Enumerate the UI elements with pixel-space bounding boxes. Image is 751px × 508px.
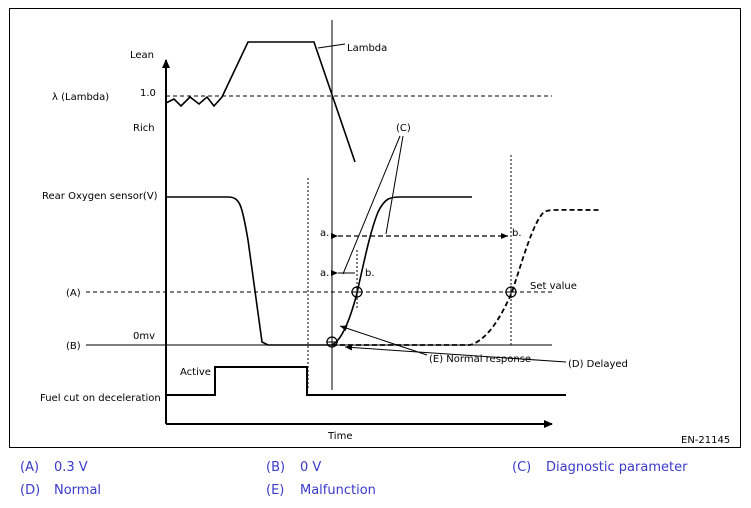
- rear-o2-normal-curve: [166, 196, 472, 346]
- normal-response-leader: [339, 325, 428, 356]
- legend-key: (E): [266, 483, 285, 498]
- time-label: Time: [327, 431, 352, 442]
- diagram-frame: [9, 8, 741, 448]
- legend-text: 0.3 V: [54, 460, 88, 475]
- marker-a-label: (A): [66, 288, 81, 299]
- legend-key: (B): [266, 460, 286, 475]
- fuel-cut-label: Fuel cut on deceleration: [40, 393, 161, 404]
- b-lower-label: b.: [365, 268, 375, 279]
- legend-key: (A): [20, 460, 40, 475]
- b-upper-label: b.: [512, 228, 522, 239]
- legend-item-a: (A) 0.3 V: [20, 460, 88, 475]
- lambda-value-label: 1.0: [140, 88, 156, 99]
- legend-item-c: (C) Diagnostic parameter: [512, 460, 687, 475]
- diag-param-leader-left: [342, 135, 401, 275]
- active-label: Active: [180, 367, 211, 378]
- zero-mv-label: 0mv: [133, 331, 155, 342]
- legend-text: 0 V: [300, 460, 322, 475]
- diag-param-leader-right: [385, 135, 404, 235]
- legend-item-b: (B) 0 V: [266, 460, 321, 475]
- rich-label: Rich: [133, 123, 155, 134]
- set-value-label: Set value: [530, 281, 577, 292]
- diag-param-label: (C): [396, 123, 411, 134]
- lambda-curve-label: Lambda: [347, 43, 387, 54]
- rear-o2-label: Rear Oxygen sensor(V): [42, 191, 158, 202]
- a-lower-label: a.: [320, 268, 329, 279]
- delayed-label: (D) Delayed: [568, 359, 628, 370]
- a-upper-label: a.: [320, 228, 329, 239]
- legend-item-d: (D) Normal: [20, 483, 101, 498]
- lambda-curve: [165, 41, 356, 163]
- rear-o2-delayed-curve: [332, 208, 601, 346]
- figure-id-label: EN-21145: [681, 435, 730, 446]
- legend-text: Diagnostic parameter: [546, 460, 688, 475]
- delayed-leader: [344, 344, 567, 363]
- lambda-axis-label: λ (Lambda): [52, 92, 109, 103]
- legend-key: (C): [512, 460, 532, 475]
- fuel-cut-signal: [166, 366, 566, 396]
- legend-text: Malfunction: [300, 483, 376, 498]
- legend-key: (D): [20, 483, 41, 498]
- lean-label: Lean: [130, 50, 154, 61]
- legend-text: Normal: [54, 483, 102, 498]
- legend-item-e: (E) Malfunction: [266, 483, 376, 498]
- normal-response-label: (E) Normal response: [429, 354, 531, 365]
- marker-b-label: (B): [66, 341, 81, 352]
